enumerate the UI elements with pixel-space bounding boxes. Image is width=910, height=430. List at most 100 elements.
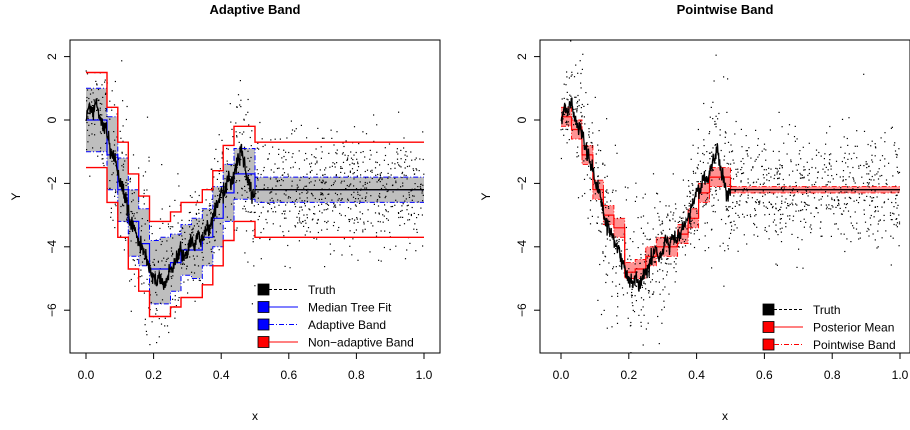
data-point bbox=[314, 197, 316, 200]
data-point bbox=[241, 188, 243, 190]
data-point bbox=[386, 190, 388, 193]
data-point bbox=[280, 184, 282, 186]
data-point bbox=[792, 220, 794, 222]
data-point bbox=[604, 196, 606, 198]
data-point bbox=[566, 91, 568, 93]
data-point bbox=[675, 263, 677, 265]
plot-area bbox=[560, 40, 901, 353]
data-point bbox=[304, 205, 306, 207]
data-point bbox=[724, 142, 726, 144]
data-point bbox=[360, 174, 362, 176]
data-point bbox=[660, 262, 662, 264]
data-point bbox=[583, 105, 585, 107]
data-point bbox=[837, 199, 839, 201]
data-point bbox=[341, 153, 344, 155]
data-point bbox=[708, 133, 710, 135]
data-point bbox=[787, 205, 789, 207]
data-point bbox=[292, 153, 294, 155]
data-point bbox=[218, 213, 220, 216]
data-point bbox=[114, 80, 116, 83]
data-point bbox=[666, 271, 668, 273]
data-point bbox=[306, 192, 308, 194]
data-point bbox=[728, 237, 730, 239]
data-point bbox=[342, 152, 344, 154]
data-point bbox=[747, 194, 749, 196]
data-point bbox=[709, 158, 711, 160]
data-point bbox=[647, 254, 649, 256]
data-point bbox=[867, 227, 869, 230]
data-point bbox=[633, 231, 635, 233]
data-point bbox=[605, 273, 607, 275]
data-point bbox=[604, 255, 606, 257]
data-point bbox=[757, 178, 759, 180]
data-point bbox=[369, 181, 371, 183]
data-point bbox=[648, 276, 650, 278]
data-point bbox=[163, 257, 165, 259]
data-point bbox=[866, 230, 868, 232]
data-point bbox=[573, 124, 575, 126]
data-point bbox=[359, 194, 361, 196]
data-point bbox=[260, 173, 262, 176]
data-point bbox=[853, 200, 855, 202]
data-point bbox=[688, 205, 690, 207]
data-point bbox=[776, 171, 778, 173]
data-point bbox=[284, 210, 286, 212]
data-point bbox=[269, 239, 271, 241]
data-point bbox=[802, 209, 804, 211]
data-point bbox=[830, 235, 832, 237]
data-point bbox=[380, 260, 382, 262]
data-point bbox=[345, 188, 347, 190]
data-point bbox=[381, 177, 383, 179]
data-point bbox=[757, 156, 759, 158]
data-point bbox=[831, 175, 833, 177]
data-point bbox=[597, 175, 599, 177]
data-point bbox=[226, 163, 228, 165]
data-point bbox=[601, 223, 603, 225]
data-point bbox=[349, 184, 351, 186]
data-point bbox=[704, 170, 707, 172]
data-point bbox=[304, 200, 306, 202]
data-point bbox=[172, 253, 174, 255]
data-point bbox=[198, 279, 200, 281]
data-point bbox=[100, 132, 102, 135]
data-point bbox=[400, 186, 402, 188]
data-point bbox=[130, 278, 132, 281]
data-point bbox=[741, 173, 743, 175]
data-point bbox=[275, 178, 277, 180]
data-point bbox=[714, 211, 716, 213]
data-point bbox=[85, 70, 87, 72]
data-point bbox=[776, 264, 778, 266]
data-point bbox=[570, 75, 572, 77]
data-point bbox=[310, 162, 313, 164]
data-point bbox=[403, 137, 405, 139]
data-point bbox=[659, 268, 661, 271]
data-point bbox=[316, 238, 318, 240]
data-point bbox=[805, 189, 807, 191]
data-point bbox=[795, 164, 797, 166]
data-point bbox=[356, 169, 358, 171]
data-point bbox=[725, 132, 727, 134]
data-point bbox=[594, 193, 596, 195]
data-point bbox=[730, 144, 732, 146]
data-point bbox=[321, 188, 323, 190]
data-point bbox=[864, 221, 867, 223]
data-point bbox=[322, 180, 324, 182]
data-point bbox=[640, 216, 642, 218]
data-point bbox=[827, 169, 829, 171]
data-point bbox=[306, 214, 308, 216]
data-point bbox=[845, 207, 847, 209]
data-point bbox=[262, 145, 264, 148]
data-point bbox=[602, 251, 604, 253]
data-point bbox=[599, 230, 601, 232]
data-point bbox=[726, 207, 728, 210]
data-point bbox=[165, 260, 167, 262]
data-point bbox=[570, 95, 572, 97]
data-point bbox=[815, 181, 817, 183]
data-point bbox=[891, 219, 893, 221]
data-point bbox=[737, 171, 739, 173]
data-point bbox=[835, 223, 837, 225]
data-point bbox=[113, 163, 115, 165]
data-point bbox=[702, 152, 704, 155]
data-point bbox=[379, 164, 381, 166]
